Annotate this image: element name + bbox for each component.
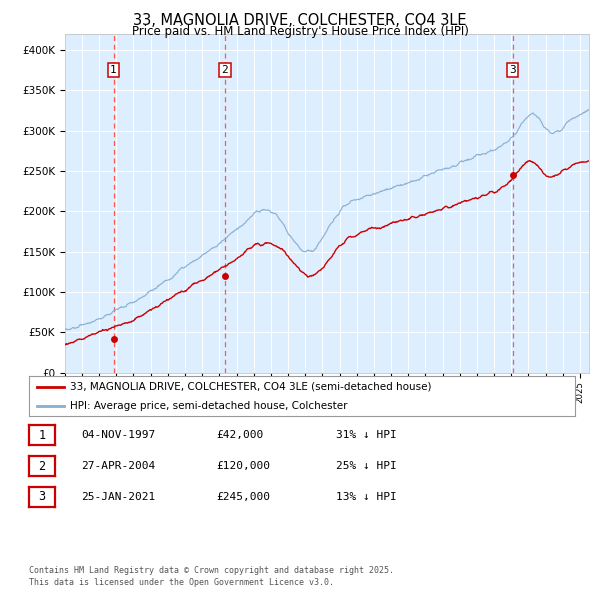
Text: 2: 2	[38, 460, 46, 473]
Text: 27-APR-2004: 27-APR-2004	[81, 461, 155, 471]
Text: 3: 3	[38, 490, 46, 503]
Text: 13% ↓ HPI: 13% ↓ HPI	[336, 492, 397, 502]
Text: HPI: Average price, semi-detached house, Colchester: HPI: Average price, semi-detached house,…	[70, 401, 347, 411]
Text: Price paid vs. HM Land Registry's House Price Index (HPI): Price paid vs. HM Land Registry's House …	[131, 25, 469, 38]
Text: £42,000: £42,000	[216, 431, 263, 440]
Text: 25% ↓ HPI: 25% ↓ HPI	[336, 461, 397, 471]
Text: 1: 1	[38, 429, 46, 442]
Text: 2: 2	[221, 65, 228, 75]
Text: 25-JAN-2021: 25-JAN-2021	[81, 492, 155, 502]
Text: Contains HM Land Registry data © Crown copyright and database right 2025.
This d: Contains HM Land Registry data © Crown c…	[29, 566, 394, 587]
Text: 3: 3	[509, 65, 516, 75]
Text: £120,000: £120,000	[216, 461, 270, 471]
Text: 04-NOV-1997: 04-NOV-1997	[81, 431, 155, 440]
Text: 33, MAGNOLIA DRIVE, COLCHESTER, CO4 3LE (semi-detached house): 33, MAGNOLIA DRIVE, COLCHESTER, CO4 3LE …	[70, 382, 431, 392]
Text: 31% ↓ HPI: 31% ↓ HPI	[336, 431, 397, 440]
Text: 33, MAGNOLIA DRIVE, COLCHESTER, CO4 3LE: 33, MAGNOLIA DRIVE, COLCHESTER, CO4 3LE	[133, 13, 467, 28]
Text: 1: 1	[110, 65, 117, 75]
Text: £245,000: £245,000	[216, 492, 270, 502]
